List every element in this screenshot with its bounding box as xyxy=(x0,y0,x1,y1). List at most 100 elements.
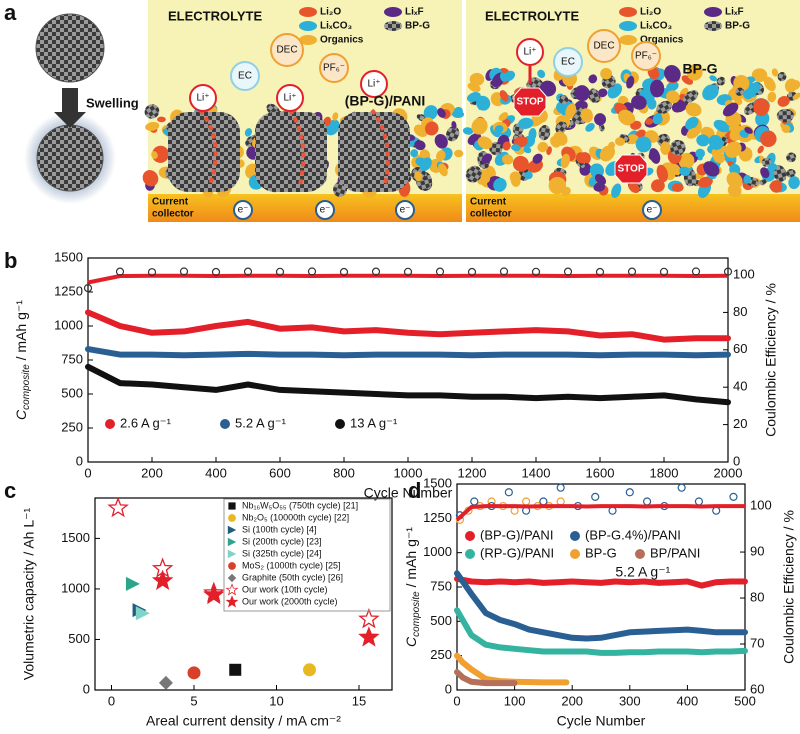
sei-blob xyxy=(733,74,750,92)
marker xyxy=(125,576,140,591)
particle xyxy=(35,13,105,83)
y2-axis-label: Coulombic Efficiency / % xyxy=(781,510,797,664)
electrode-particle xyxy=(338,112,410,192)
y-tick-label: 250 xyxy=(61,419,83,434)
molecule: DEC xyxy=(276,45,297,56)
electron: e⁻ xyxy=(320,205,331,216)
sei-blob xyxy=(650,179,665,193)
sei-blob xyxy=(532,153,543,164)
y-tick-label: 0 xyxy=(83,681,90,696)
legend-swatch xyxy=(227,537,237,547)
efficiency-point xyxy=(642,497,652,506)
legend-swatch xyxy=(619,7,637,17)
charts: b0 200 400 600 800 1000 1200 1400 1600 1800 200002… xyxy=(4,248,797,729)
legend-swatch xyxy=(225,583,239,596)
y-tick-label: 250 xyxy=(430,647,452,662)
efficiency-point xyxy=(339,267,349,277)
series-line xyxy=(454,652,570,686)
y2-tick-label: 80 xyxy=(733,304,747,319)
sei-blob xyxy=(598,88,608,98)
swelling-label: Swelling xyxy=(86,95,139,110)
sei-blob xyxy=(537,69,546,79)
series-line xyxy=(454,669,518,687)
series-line xyxy=(85,309,731,343)
sei-blob xyxy=(696,134,710,147)
sei-blob xyxy=(144,104,160,119)
x-tick-label: 400 xyxy=(205,465,227,480)
efficiency-point xyxy=(591,492,600,501)
legend-swatch xyxy=(635,549,645,559)
y2-tick-label: 100 xyxy=(750,498,772,513)
legend-label: LiₓCO₃ xyxy=(640,21,673,32)
sei-blob xyxy=(702,84,719,101)
sei-blob xyxy=(437,108,446,118)
molecule: Li⁺ xyxy=(523,47,536,58)
sei-blob xyxy=(713,119,731,133)
collector-label: Current xyxy=(470,197,507,208)
sei-blob xyxy=(777,71,787,82)
y-axis-label: Ccomposite / mAh g⁻¹ xyxy=(13,300,32,420)
sei-blob xyxy=(471,117,488,135)
sei-blob xyxy=(588,176,598,187)
molecule: Li⁺ xyxy=(367,79,380,90)
legend-label: Si (200th cycle) [23] xyxy=(242,536,322,546)
electron: e⁻ xyxy=(238,205,249,216)
efficiency-point xyxy=(608,506,617,515)
stop-label: STOP xyxy=(516,97,543,108)
y2-tick-label: 40 xyxy=(733,379,747,394)
sei-blob xyxy=(635,136,652,153)
series-line xyxy=(85,346,731,359)
sei-blob xyxy=(771,68,779,77)
x-tick-label: 1000 xyxy=(394,465,423,480)
marker xyxy=(358,607,380,629)
efficiency-point xyxy=(499,267,509,276)
x-tick-label: 15 xyxy=(352,693,366,708)
sei-blob xyxy=(781,124,791,133)
legend-swatch xyxy=(227,561,237,571)
sei-blob xyxy=(716,76,726,86)
sei-blob xyxy=(685,102,702,117)
sei-blob xyxy=(594,113,607,126)
x-tick-label: 200 xyxy=(141,465,163,480)
legend-label: Our work (10th cycle) xyxy=(242,584,328,594)
stop-sign xyxy=(614,154,648,184)
sei-blob xyxy=(685,116,699,130)
x-tick-label: 1600 xyxy=(586,465,615,480)
x-tick-label: 2000 xyxy=(714,465,743,480)
efficiency-point xyxy=(556,483,565,492)
legend-label: BP-G xyxy=(725,21,750,32)
y-tick-label: 1500 xyxy=(61,530,90,545)
molecule: Li⁺ xyxy=(196,93,209,104)
sei-blob xyxy=(744,126,753,134)
sei-blob xyxy=(686,64,703,81)
y2-tick-label: 100 xyxy=(733,266,755,281)
sei-blob xyxy=(760,167,770,179)
sei-blob xyxy=(598,123,605,132)
sei-blob xyxy=(753,98,770,116)
sei-blob xyxy=(760,130,777,148)
y-tick-label: 750 xyxy=(61,351,83,366)
marker xyxy=(135,606,150,621)
legend-label: Nb₂O₅ (10000th cycle) [22] xyxy=(242,512,349,522)
sei-blob xyxy=(650,79,665,98)
sei-blob xyxy=(703,161,720,177)
sei-blob xyxy=(151,151,158,159)
sei-blob xyxy=(635,129,646,139)
legend-swatch xyxy=(570,549,580,559)
x-axis-label: Cycle Number xyxy=(557,713,646,729)
legend-swatch xyxy=(465,531,475,541)
electron: e⁻ xyxy=(647,205,658,216)
collector-label: collector xyxy=(470,209,512,220)
sei-blob xyxy=(565,103,577,119)
y2-tick-label: 80 xyxy=(750,589,764,604)
sei-blob xyxy=(523,146,532,154)
x-tick-label: 10 xyxy=(269,693,283,708)
sei-blob xyxy=(438,163,448,177)
sei-blob xyxy=(645,118,654,125)
sei-blob xyxy=(679,166,691,177)
sei-blob xyxy=(493,177,507,192)
molecule: DEC xyxy=(593,41,614,52)
efficiency-point xyxy=(147,268,157,277)
sei-blob xyxy=(528,128,537,141)
efficiency-point xyxy=(563,267,573,276)
